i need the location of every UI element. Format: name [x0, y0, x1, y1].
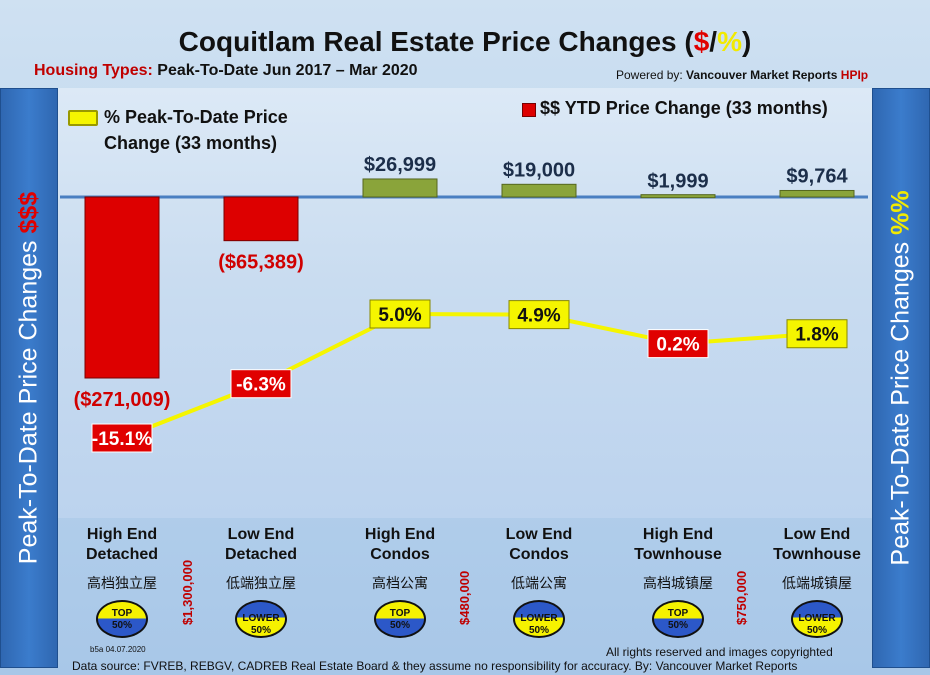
bar-0	[84, 196, 160, 379]
bar-label-1: ($65,389)	[218, 252, 304, 274]
category-chinese-1: 低端独立屋	[226, 575, 296, 591]
line-label-0: -15.1%	[92, 429, 152, 450]
top-50-badge-icon: TOP 50%	[96, 600, 148, 638]
category-label-4: High End Townhouse	[608, 525, 748, 565]
powered-hpi: HPIp	[840, 68, 869, 82]
title-percent: %	[717, 26, 742, 57]
line-label-box-0	[91, 423, 153, 453]
category-line2: Detached	[224, 546, 298, 563]
top-50-badge-icon: TOP 50%	[374, 600, 426, 638]
bar-3	[501, 183, 577, 198]
bar-5	[779, 189, 855, 198]
category-label-2: High End Condos	[330, 525, 470, 565]
bar-label-5: $9,764	[786, 165, 848, 187]
category-line1: Low End	[227, 526, 295, 543]
title-text: Coquitlam Real Estate Price Changes (	[178, 26, 694, 57]
bar-label-2: $26,999	[364, 154, 436, 176]
bar-1	[223, 196, 299, 242]
category-label-1: Low End Detached	[191, 525, 331, 565]
category-chinese-0: 高档独立屋	[87, 575, 157, 591]
plot-panel	[58, 88, 872, 518]
category-line2: Condos	[509, 546, 569, 563]
line-label-1: -6.3%	[236, 375, 286, 396]
line-label-box-1	[230, 369, 292, 399]
bar-4	[640, 194, 716, 199]
category-line1: High End	[642, 526, 714, 543]
lower-50-badge-icon: LOWER 50%	[791, 600, 843, 638]
footer-rights: All rights reserved and images copyright…	[606, 645, 833, 659]
line-label-3: 4.9%	[517, 306, 560, 327]
powered-name: Vancouver Market Reports	[686, 68, 838, 82]
footer-source: Data source: FVREB, REBGV, CADREB Real E…	[72, 659, 798, 673]
bar-label-4: $1,999	[647, 171, 708, 193]
line-label-box-2	[369, 299, 431, 329]
line-label-box-4	[647, 329, 709, 359]
category-line1: Low End	[783, 526, 851, 543]
footer-code: b5a 04.07.2020	[90, 645, 146, 654]
line-label-5: 1.8%	[795, 325, 838, 346]
price-threshold-1: $480,000	[457, 570, 472, 625]
chart-title: Coquitlam Real Estate Price Changes ($/%…	[0, 26, 930, 58]
legend-ytd: $$ YTD Price Change (33 months)	[540, 98, 828, 118]
powered-by: Powered by: Vancouver Market Reports HPI…	[616, 68, 868, 82]
left-sidebar: Peak-To-Date Price Changes $$$	[0, 88, 58, 668]
line-label-box-5	[786, 319, 848, 349]
category-line2: Detached	[85, 546, 159, 563]
category-line1: High End	[364, 526, 436, 543]
subtitle: Housing Types: Peak-To-Date Jun 2017 – M…	[34, 62, 418, 80]
line-label-box-3	[508, 300, 570, 330]
bar-label-3: $19,000	[503, 159, 575, 181]
category-chinese-5: 低端城镇屋	[782, 575, 852, 591]
subtitle-period: Peak-To-Date Jun 2017 – Mar 2020	[157, 62, 418, 79]
category-line1: High End	[86, 526, 158, 543]
category-label-0: High End Detached	[52, 525, 192, 565]
line-label-4: 0.2%	[656, 335, 699, 356]
title-dollar: $	[693, 26, 710, 57]
category-line2: Townhouse	[773, 546, 861, 563]
category-label-5: Low End Townhouse	[747, 525, 887, 565]
category-chinese-2: 高档公寓	[372, 575, 428, 591]
bar-2	[362, 178, 438, 198]
price-threshold-0: $1,300,000	[180, 559, 195, 625]
lower-50-badge-icon: LOWER 50%	[235, 600, 287, 638]
category-line2: Townhouse	[634, 546, 722, 563]
legend-pct: % Peak-To-Date Price Change (33 months)	[104, 107, 288, 153]
category-chinese-3: 低端公寓	[511, 575, 567, 591]
bar-label-0: ($271,009)	[74, 389, 171, 411]
pct-line	[121, 311, 818, 440]
legend-line-swatch	[68, 110, 98, 126]
category-line1: Low End	[505, 526, 573, 543]
legend-bar-swatch	[522, 103, 536, 117]
top-50-badge-icon: TOP 50%	[652, 600, 704, 638]
lower-50-badge-icon: LOWER 50%	[513, 600, 565, 638]
category-label-3: Low End Condos	[469, 525, 609, 565]
subtitle-label: Housing Types:	[34, 62, 153, 79]
line-label-2: 5.0%	[378, 305, 421, 326]
price-threshold-2: $750,000	[734, 570, 749, 625]
category-chinese-4: 高档城镇屋	[643, 575, 713, 591]
category-line2: Condos	[370, 546, 430, 563]
title-slash: /	[709, 26, 718, 57]
title-suffix: )	[741, 26, 752, 57]
powered-prefix: Powered by:	[616, 68, 683, 82]
